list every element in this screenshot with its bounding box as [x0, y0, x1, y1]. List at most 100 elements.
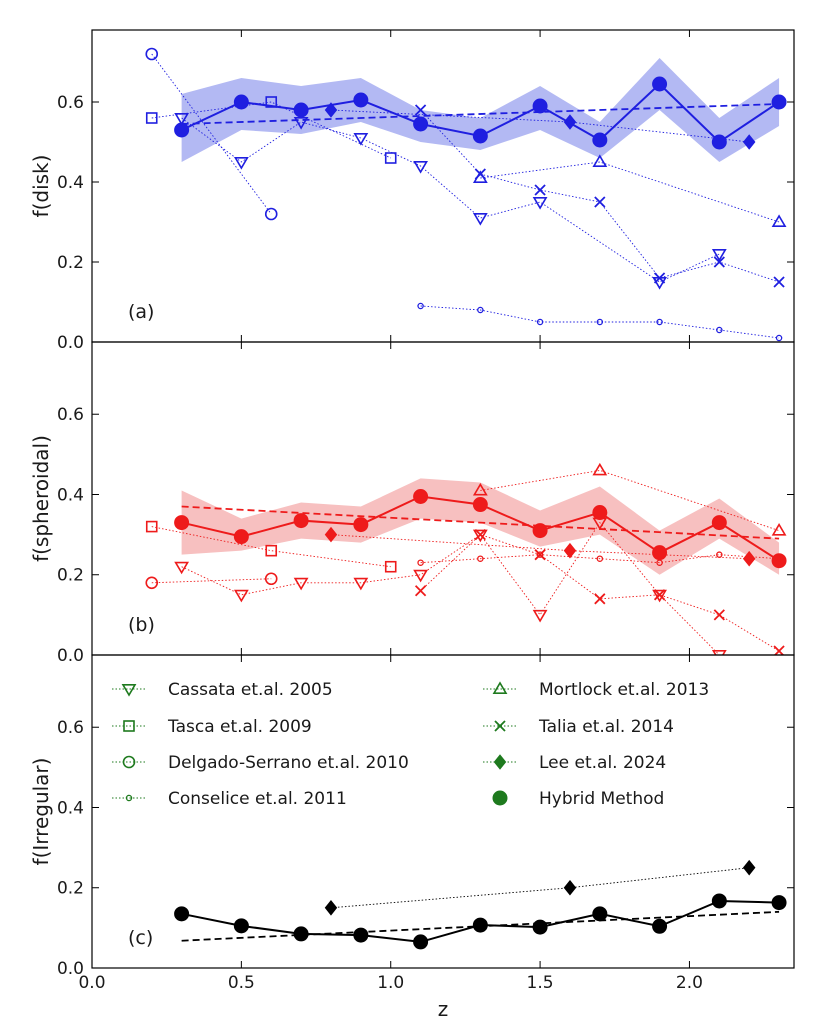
data-point — [413, 934, 429, 950]
data-point — [413, 161, 428, 174]
y-tick-label: 0.0 — [57, 959, 84, 979]
data-point — [472, 917, 488, 933]
y-axis-label: f(disk) — [29, 155, 53, 218]
data-point — [775, 334, 783, 342]
data-point — [353, 133, 369, 146]
series-line-conselice-et-al-2011 — [420, 554, 780, 564]
series-line-conselice-et-al-2011 — [420, 305, 780, 339]
legend-entry-lee-et-al-2024: Lee et.al. 2024 — [483, 753, 666, 773]
data-point — [472, 497, 488, 513]
data-point — [653, 589, 666, 601]
y-tick-label: 0.0 — [57, 646, 84, 666]
x-tick-label: 0.0 — [78, 973, 105, 993]
data-point — [592, 154, 608, 167]
legend-label: Hybrid Method — [539, 789, 664, 809]
legend-marker — [123, 720, 135, 732]
y-tick-label: 0.2 — [57, 253, 84, 273]
data-point — [233, 157, 249, 170]
data-point — [532, 98, 548, 114]
legend-entry-talia-et-al-2014: Talia et.al. 2014 — [483, 717, 674, 737]
legend-label: Tasca et.al. 2009 — [167, 717, 312, 737]
series-cassata-et-al-2005 — [174, 517, 727, 655]
data-point — [771, 94, 787, 110]
panel-c-plot-area — [174, 859, 787, 950]
data-point — [472, 529, 488, 543]
data-point — [174, 515, 190, 531]
data-point — [293, 926, 309, 942]
panel-label: (b) — [128, 614, 155, 636]
data-point — [596, 555, 604, 562]
data-point — [536, 318, 544, 326]
data-point — [472, 213, 488, 226]
data-point — [534, 184, 546, 196]
data-point — [656, 318, 663, 326]
series-delgado-serrano-et-al-2010 — [145, 572, 278, 590]
legend-marker — [122, 755, 136, 769]
series-conselice-et-al-2011 — [417, 551, 783, 566]
y-tick-label: 0.2 — [57, 566, 84, 586]
y-tick-label: 0.6 — [57, 718, 84, 738]
y-tick-label: 0.2 — [57, 879, 84, 899]
data-point — [353, 92, 369, 108]
legend-entry-delgado-serrano-et-al-2010: Delgado-Serrano et.al. 2010 — [112, 753, 409, 773]
data-point — [145, 576, 159, 590]
panel-a: 0.0 0.2 0.4 0.6 f(disk) (a) — [29, 29, 795, 353]
legend-label: Conselice et.al. 2011 — [168, 789, 347, 809]
data-point — [771, 895, 787, 911]
uncertainty-band — [181, 58, 780, 162]
series-mortlock-et-al-2013 — [472, 462, 787, 536]
data-point — [477, 306, 484, 314]
data-point — [293, 513, 309, 529]
data-point — [716, 326, 723, 334]
data-point — [713, 609, 725, 621]
legend-label: Lee et.al. 2024 — [539, 753, 666, 773]
data-point — [592, 462, 608, 476]
data-point — [592, 132, 608, 148]
data-point — [477, 555, 484, 562]
data-point — [324, 526, 338, 543]
legend-label: Cassata et.al. 2005 — [168, 680, 333, 700]
legend-marker — [492, 790, 508, 806]
y-tick-label: 0.4 — [57, 798, 84, 818]
panel-c: 0.0 0.2 0.4 0.6f(Irregular) (c) 0.0 0.5 1.0 1.5 2… — [29, 654, 795, 1021]
data-point — [414, 104, 427, 116]
x-tick-label: 2.0 — [676, 973, 703, 993]
data-point — [324, 900, 338, 916]
data-point — [413, 569, 428, 583]
x-tick-label: 0.5 — [228, 973, 255, 993]
legend-marker — [493, 754, 507, 770]
data-point — [594, 593, 606, 605]
y-tick-label: 0.4 — [57, 485, 84, 505]
series-lee-et-al-2024 — [324, 102, 756, 150]
data-point — [413, 116, 429, 132]
data-point — [384, 152, 397, 164]
data-point — [652, 918, 668, 934]
data-point — [264, 572, 278, 586]
trend-line — [181, 103, 780, 125]
data-point — [653, 272, 666, 284]
data-point — [145, 520, 158, 533]
series-line-talia-et-al-2014 — [420, 534, 780, 652]
series-hybrid-method — [174, 488, 787, 569]
uncertainty-band — [181, 478, 780, 575]
legend-entry-cassata-et-al-2005: Cassata et.al. 2005 — [112, 680, 333, 700]
data-point — [536, 551, 544, 558]
data-point — [413, 488, 429, 504]
panel-label: (a) — [128, 301, 154, 323]
data-point — [713, 256, 725, 268]
data-point — [592, 906, 608, 922]
data-point — [563, 542, 577, 559]
data-point — [233, 529, 249, 545]
panel-a-plot-area — [145, 47, 787, 342]
data-point — [174, 561, 190, 575]
data-point — [711, 249, 727, 262]
data-point — [265, 544, 278, 557]
y-axis-label: f(spheroidal) — [29, 435, 53, 562]
x-axis-label: z — [438, 997, 449, 1021]
data-point — [775, 555, 783, 562]
data-point — [417, 302, 424, 310]
data-point — [414, 585, 427, 597]
data-point — [742, 134, 756, 150]
data-point — [353, 517, 369, 533]
